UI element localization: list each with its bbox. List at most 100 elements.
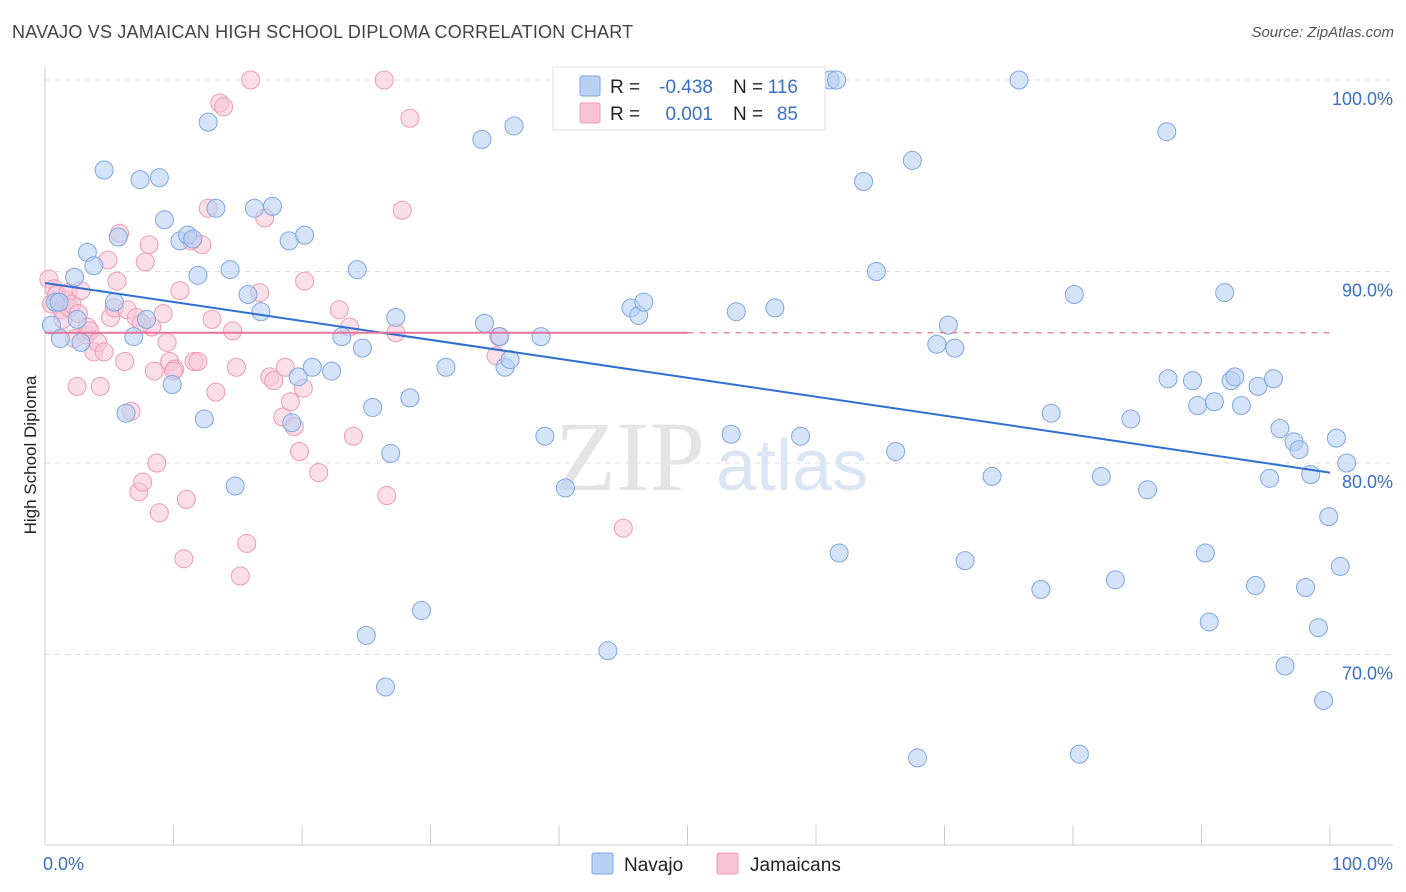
y-tick-label-70: 70.0% [1342,664,1393,684]
jamaican-point [157,332,177,352]
navajo-point [1157,122,1177,142]
navajo-point [1031,579,1051,599]
navajo-point [194,409,214,429]
navajo-point [400,388,420,408]
y-tick-label-80: 80.0% [1342,472,1393,492]
bottom-legend-navajo-swatch [591,852,614,875]
navajo-point [1270,419,1290,439]
jamaican-point [613,518,633,538]
navajo-point [1041,403,1061,423]
navajo-point [1204,392,1224,412]
navajo-point [376,677,396,697]
jamaican-point [374,70,394,90]
legend-navajo-swatch [579,75,601,97]
bottom-legend-navajo-label: Navajo [624,855,683,876]
navajo-point [955,551,975,571]
jamaican-point [144,361,164,381]
navajo-point [1069,744,1089,764]
jamaican-point [107,271,127,291]
navajo-point [1319,507,1339,527]
navajo-point [347,260,367,280]
jamaican-point [223,321,243,341]
navajo-point [386,307,406,327]
jamaican-point [176,489,196,509]
bottom-legend-jamaican-swatch [716,852,739,875]
jamaican-point [295,271,315,291]
legend-navajo-r-label: R = [610,77,640,98]
navajo-point [1248,376,1268,396]
navajo-point [1105,570,1125,590]
navajo-point [225,476,245,496]
navajo-point [721,424,741,444]
navajo-point [206,198,226,218]
navajo-point [1308,618,1328,638]
watermark-zip: ZIP [555,401,705,512]
navajo-point [288,367,308,387]
navajo-point [535,426,555,446]
navajo-point [531,327,551,347]
jamaican-point [133,472,153,492]
navajo-point [982,466,1002,486]
navajo-point [381,443,401,463]
chart-title: NAVAJO VS JAMAICAN HIGH SCHOOL DIPLOMA C… [12,22,634,42]
navajo-point [1215,283,1235,303]
navajo-point [436,357,456,377]
navajo-point [866,262,886,281]
stats-legend: R = -0.438 N = 116 R = 0.001 N = 85 [552,66,826,131]
navajo-point [188,265,208,285]
trend-lines [44,282,1331,474]
navajo-points [41,70,1357,768]
navajo-point [363,397,383,417]
jamaican-point [392,200,412,220]
navajo-point [262,196,282,216]
navajo-point [322,361,342,381]
navajo-point [829,543,849,563]
jamaican-point [237,533,257,553]
navajo-point [1009,70,1029,90]
navajo-point [67,309,87,329]
jamaican-point [147,453,167,473]
y-tick-label-100: 100.0% [1332,89,1393,109]
jamaican-point [230,566,250,586]
navajo-point [282,413,302,433]
navajo-point [1064,284,1084,304]
navajo-point [1138,480,1158,500]
jamaican-point [214,97,234,117]
navajo-point [49,292,69,312]
y-axis-title: High School Diploma [21,375,40,534]
legend-jamaican-r-label: R = [610,104,640,125]
navajo-point [1183,371,1203,391]
navajo-point [352,338,372,358]
axes: 0.0% 100.0% High School Diploma [21,67,1393,874]
navajo-point [1263,369,1283,389]
navajo-point [1326,428,1346,448]
legend-jamaican-n-value: 85 [777,104,798,125]
navajo-point [504,116,524,136]
navajo-point [220,260,240,280]
legend-jamaican-r-value: 0.001 [665,104,713,125]
navajo-point [726,302,746,322]
navajo-point [827,70,847,90]
navajo-point [71,332,91,352]
navajo-point [938,315,958,335]
navajo-point [1231,396,1251,416]
legend-navajo-n-value: 116 [768,77,798,98]
navajo-point [1225,367,1245,387]
navajo-point [251,302,271,322]
navajo-point [474,313,494,333]
navajo-point [1091,466,1111,486]
navajo-point [1296,577,1316,597]
navajo-point [1337,453,1357,473]
legend-navajo-r-value: -0.438 [659,77,713,98]
jamaican-point [400,108,420,128]
legend-navajo-n-label: N = [733,77,763,98]
jamaican-point [329,300,349,320]
navajo-point [634,292,654,312]
navajo-point [124,327,144,347]
navajo-point [1158,369,1178,389]
navajo-point [149,168,169,188]
navajo-point [1245,576,1265,596]
navajo-point [65,267,85,287]
navajo-point [356,625,376,645]
